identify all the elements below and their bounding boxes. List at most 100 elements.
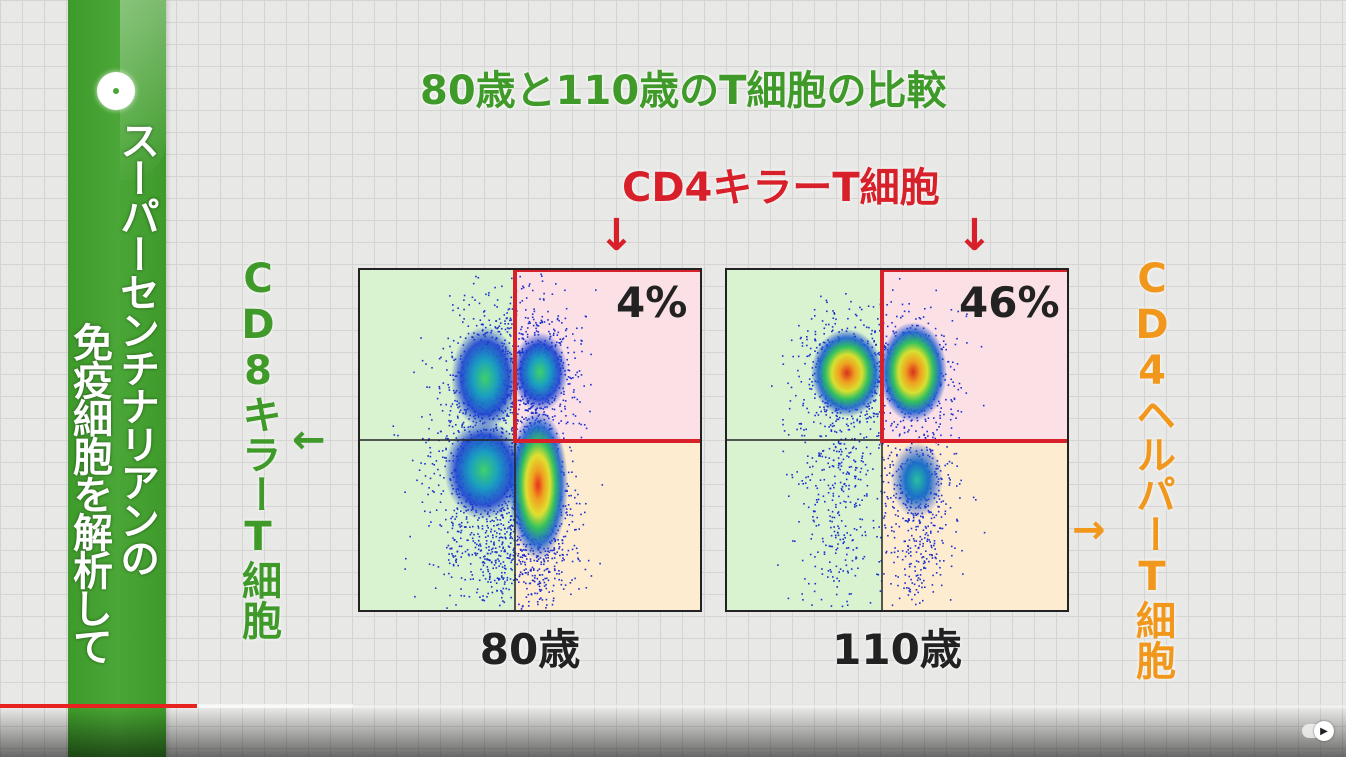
scatter-dot	[896, 315, 898, 318]
scatter-dot	[944, 343, 947, 346]
scatter-dot	[865, 436, 868, 438]
scatter-dot	[876, 536, 878, 538]
scatter-dot	[844, 525, 847, 527]
scatter-dot	[915, 318, 917, 320]
scatter-dot	[935, 563, 938, 565]
scatter-dot	[814, 393, 816, 395]
scatter-dot	[948, 482, 951, 484]
flow-plot-80-svg	[360, 270, 700, 610]
scatter-dot	[835, 431, 838, 434]
scatter-dot	[439, 474, 441, 477]
scatter-dot	[896, 423, 899, 426]
scatter-dot	[878, 447, 880, 449]
scatter-dot	[958, 382, 961, 385]
scatter-dot	[440, 493, 443, 495]
scatter-dot	[859, 526, 862, 528]
cell-cluster	[508, 410, 568, 560]
scatter-dot	[511, 433, 514, 436]
scatter-dot	[421, 501, 424, 503]
scatter-dot	[804, 441, 807, 444]
scatter-dot	[500, 550, 503, 552]
scatter-dot	[907, 594, 910, 596]
scatter-dot	[496, 299, 499, 301]
scatter-dot	[564, 517, 567, 520]
autoplay-toggle[interactable]: ▶	[1302, 721, 1334, 741]
scatter-dot	[930, 554, 933, 556]
scatter-dot	[547, 310, 549, 313]
scatter-dot	[956, 363, 959, 365]
scatter-dot	[815, 499, 818, 501]
scatter-dot	[393, 434, 396, 436]
scatter-dot	[537, 603, 539, 606]
scatter-dot	[904, 568, 906, 570]
scatter-dot	[477, 525, 479, 528]
scatter-dot	[843, 541, 845, 543]
scatter-dot	[839, 481, 842, 484]
scatter-dot	[851, 438, 853, 440]
scatter-dot	[581, 350, 583, 353]
scatter-dot	[446, 435, 448, 437]
scatter-dot	[527, 605, 530, 607]
scatter-dot	[542, 558, 545, 560]
scatter-dot	[404, 568, 406, 570]
scatter-dot	[449, 547, 451, 550]
scatter-dot	[841, 450, 843, 453]
scatter-dot	[509, 532, 512, 534]
scatter-dot	[474, 552, 476, 554]
scatter-dot	[488, 546, 490, 548]
scatter-dot	[839, 502, 842, 504]
scatter-dot	[438, 385, 441, 388]
scatter-dot	[820, 435, 823, 438]
scatter-dot	[501, 576, 503, 579]
scatter-dot	[959, 497, 961, 499]
scatter-dot	[918, 520, 921, 523]
scatter-dot	[936, 429, 938, 431]
scatter-dot	[518, 332, 521, 335]
scatter-dot	[802, 483, 804, 485]
scatter-dot	[561, 571, 563, 573]
scatter-dot	[855, 314, 858, 317]
scatter-dot	[823, 333, 825, 335]
scatter-dot	[810, 388, 813, 390]
scatter-dot	[506, 512, 508, 515]
scatter-dot	[861, 534, 864, 537]
scatter-dot	[509, 553, 512, 556]
scatter-dot	[472, 282, 475, 285]
scatter-dot	[512, 530, 515, 533]
scatter-dot	[915, 589, 918, 591]
scatter-dot	[886, 474, 888, 476]
scatter-dot	[451, 403, 454, 405]
scatter-dot	[814, 339, 817, 342]
scatter-dot	[511, 277, 513, 280]
scatter-dot	[865, 417, 868, 420]
scatter-dot	[457, 307, 459, 309]
scatter-dot	[461, 426, 463, 428]
scatter-dot	[823, 408, 826, 411]
scatter-dot	[870, 333, 873, 335]
scatter-dot	[956, 485, 958, 487]
scatter-dot	[838, 527, 840, 530]
scatter-dot	[841, 605, 844, 608]
scatter-dot	[947, 474, 949, 476]
scatter-dot	[447, 531, 449, 534]
scatter-dot	[932, 574, 934, 577]
scatter-dot	[454, 555, 457, 557]
video-progress-bar[interactable]	[0, 704, 1346, 708]
scatter-dot	[490, 581, 492, 583]
scatter-dot	[458, 545, 461, 548]
scatter-dot	[564, 535, 567, 538]
scatter-dot	[892, 501, 895, 503]
scatter-dot	[509, 525, 512, 527]
scatter-dot	[891, 604, 894, 607]
scatter-dot	[808, 383, 811, 386]
scatter-dot	[546, 577, 548, 580]
scatter-dot	[832, 492, 835, 495]
flow-plot-80: 4%	[358, 268, 702, 612]
scatter-dot	[853, 425, 856, 428]
scatter-dot	[558, 573, 561, 575]
scatter-dot	[504, 328, 507, 331]
scatter-dot	[808, 582, 810, 585]
scatter-dot	[904, 555, 907, 558]
scatter-dot	[782, 363, 785, 365]
scatter-dot	[453, 509, 456, 512]
